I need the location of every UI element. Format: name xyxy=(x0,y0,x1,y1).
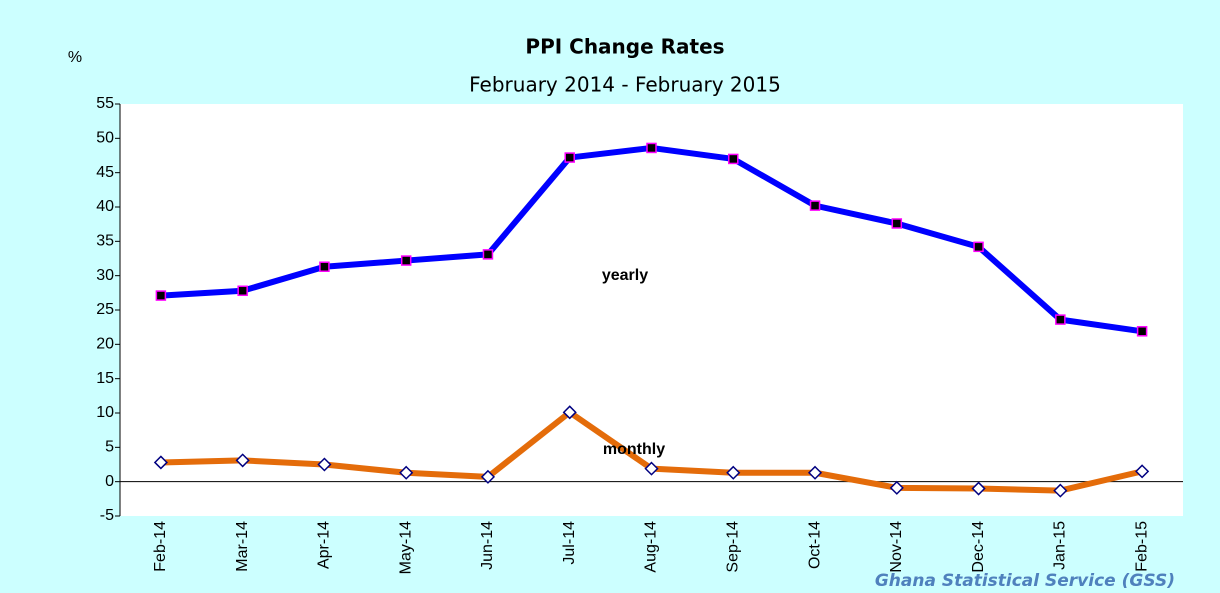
y-tick-label: -5 xyxy=(100,507,114,524)
point-marker xyxy=(809,200,821,211)
point-marker xyxy=(891,218,903,229)
point-marker xyxy=(973,241,984,253)
x-tick-label: Oct-14 xyxy=(806,521,823,569)
x-tick-label: May-14 xyxy=(397,521,414,574)
point-marker xyxy=(399,465,414,480)
x-tick-label: Aug-14 xyxy=(643,521,660,573)
y-tick-label: 20 xyxy=(96,336,114,353)
point-marker xyxy=(1055,314,1066,325)
point-marker xyxy=(564,152,575,163)
point-marker xyxy=(807,465,823,480)
point-marker xyxy=(889,480,904,495)
point-marker xyxy=(644,461,659,476)
point-marker xyxy=(319,261,330,272)
point-marker xyxy=(726,465,741,480)
point-marker xyxy=(480,469,496,484)
y-tick-label: 25 xyxy=(96,301,114,318)
y-tick-label: 15 xyxy=(96,370,114,387)
series-label: yearly xyxy=(602,267,648,284)
x-tick-label: Jul-14 xyxy=(561,521,578,565)
y-tick-label: 30 xyxy=(96,267,114,284)
point-marker xyxy=(1053,483,1068,498)
x-tick-label: Apr-14 xyxy=(316,521,333,569)
y-tick-label: 50 xyxy=(96,130,114,147)
x-tick-label: Feb-14 xyxy=(152,521,169,572)
plot-area xyxy=(120,104,1183,516)
point-marker xyxy=(482,249,494,260)
chart-title: PPI Change Rates xyxy=(525,35,724,59)
point-marker xyxy=(1136,326,1148,337)
x-tick-label: Nov-14 xyxy=(888,521,905,573)
y-tick-label: 0 xyxy=(105,473,114,490)
x-tick-label: Feb-15 xyxy=(1133,521,1150,572)
point-marker xyxy=(237,285,248,297)
series-label: monthly xyxy=(603,441,665,458)
y-tick-label: 40 xyxy=(96,198,114,215)
y-tick-label: 55 xyxy=(96,95,114,112)
x-tick-label: Mar-14 xyxy=(234,521,251,572)
point-marker xyxy=(400,255,412,266)
x-tick-label: Jun-14 xyxy=(479,521,496,570)
point-marker xyxy=(646,142,657,154)
point-marker xyxy=(562,405,577,420)
point-marker xyxy=(1135,464,1150,479)
point-marker xyxy=(235,453,250,468)
x-tick-label: Jan-15 xyxy=(1052,521,1069,570)
point-marker xyxy=(155,290,167,301)
point-marker xyxy=(971,481,986,496)
y-tick-label: 5 xyxy=(105,439,114,456)
y-tick-label: 10 xyxy=(96,404,114,421)
y-tick-label: 35 xyxy=(96,233,114,250)
point-marker xyxy=(728,153,739,165)
chart-subtitle: February 2014 - February 2015 xyxy=(469,73,781,97)
x-tick-label: Dec-14 xyxy=(970,521,987,573)
point-marker xyxy=(317,457,332,472)
x-tick-label: Sep-14 xyxy=(724,521,741,573)
source-note: Ghana Statistical Service (GSS) xyxy=(875,571,1175,591)
y-tick-label: 45 xyxy=(96,164,114,181)
point-marker xyxy=(153,455,168,470)
y-axis-label: % xyxy=(68,49,82,66)
